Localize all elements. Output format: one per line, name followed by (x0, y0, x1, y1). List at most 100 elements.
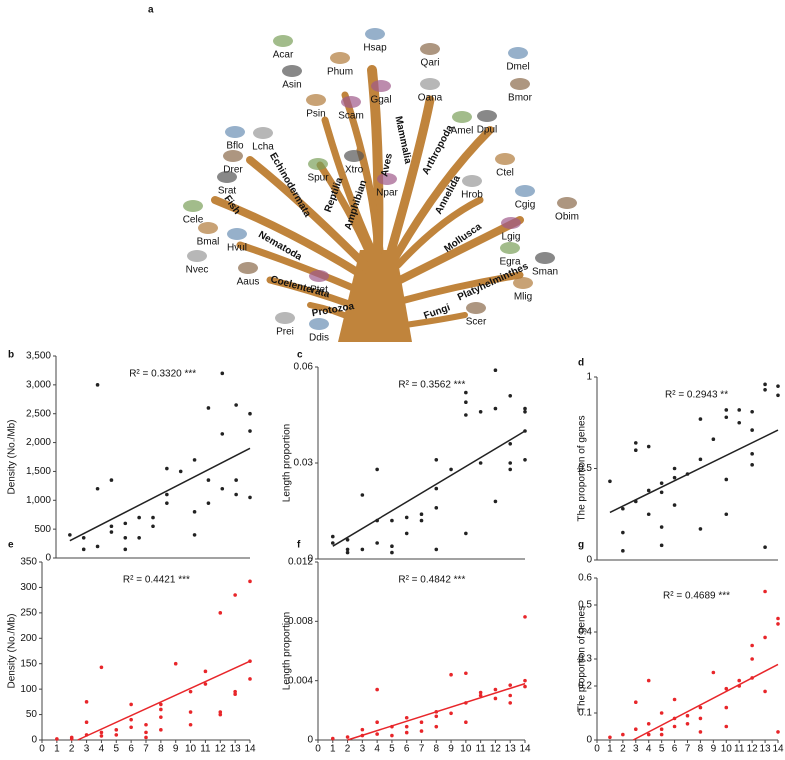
species-icon (535, 252, 555, 264)
point (165, 492, 169, 497)
y-tick-label: 500 (34, 524, 51, 535)
point (478, 690, 483, 695)
point (646, 488, 651, 493)
point (711, 670, 716, 675)
point (188, 689, 193, 694)
point (234, 478, 238, 482)
point (203, 669, 208, 674)
species-label: Sman (532, 267, 558, 278)
species-icon (309, 270, 329, 282)
species-label: Srat (218, 186, 237, 197)
point (646, 444, 651, 449)
point (345, 550, 350, 555)
species-icon (217, 171, 237, 183)
x-tick-label: 6 (672, 744, 678, 755)
point (129, 702, 133, 707)
x-tick-label: 3 (633, 744, 639, 755)
point (646, 512, 651, 517)
point (508, 683, 513, 687)
point (493, 406, 498, 411)
point (659, 727, 664, 731)
x-tick-label: 11 (475, 744, 486, 755)
y-tick-label: 3,500 (26, 351, 51, 362)
point (464, 531, 468, 536)
point (390, 733, 394, 738)
species-icon (501, 217, 521, 229)
point (375, 687, 379, 692)
x-tick-label: 4 (374, 744, 380, 755)
point (159, 715, 163, 719)
point (685, 722, 690, 726)
fit-line (69, 447, 251, 542)
species-label: Cele (183, 215, 204, 226)
point (508, 467, 513, 472)
point (159, 728, 163, 732)
x-tick-label: 0 (39, 744, 45, 755)
point (478, 410, 483, 414)
point (206, 501, 211, 505)
species-label: Oana (418, 93, 443, 104)
point (248, 677, 252, 681)
point (750, 657, 754, 661)
point (698, 457, 703, 462)
x-tick-label: 7 (143, 744, 149, 755)
x-tick-label: 12 (215, 744, 227, 755)
point (646, 722, 651, 726)
point (508, 701, 513, 705)
point (523, 678, 527, 683)
x-tick-label: 1 (330, 744, 336, 755)
point (698, 705, 703, 710)
species-icon (187, 250, 207, 262)
point (449, 672, 453, 677)
point (248, 495, 252, 500)
y-tick-label: 50 (26, 709, 38, 720)
species-label: Acar (273, 50, 294, 61)
fit-line (632, 663, 779, 741)
y-tick-label: 1 (586, 372, 592, 383)
point (123, 536, 128, 540)
point (464, 671, 468, 676)
species-icon (309, 318, 329, 330)
y-tick-label: 0.008 (288, 616, 313, 627)
species-label: Phum (327, 67, 353, 78)
panel-label: b (8, 350, 14, 361)
point (68, 533, 72, 537)
fit-line (609, 429, 779, 514)
species-icon (462, 175, 482, 187)
point (206, 478, 211, 482)
point (69, 737, 74, 741)
point (493, 499, 498, 504)
point (621, 506, 625, 511)
point (750, 409, 754, 414)
point (390, 518, 394, 523)
point (404, 730, 409, 735)
point (123, 547, 128, 552)
point (672, 724, 677, 729)
point (633, 727, 638, 731)
x-tick-label: 5 (389, 744, 395, 755)
species-label: Ggal (370, 95, 391, 106)
fit-line (347, 682, 526, 741)
point (763, 635, 767, 640)
species-label: Aaus (237, 277, 260, 288)
point (464, 413, 468, 417)
y-tick-label: 200 (20, 633, 37, 644)
point (763, 689, 767, 694)
point (464, 390, 468, 395)
species-icon (466, 302, 486, 314)
species-icon (198, 222, 218, 234)
x-tick-label: 8 (434, 744, 440, 755)
point (330, 736, 335, 741)
species-label: Npar (376, 188, 398, 199)
x-tick-label: 1 (607, 744, 613, 755)
y-axis-title: The proportion of genes (577, 606, 588, 712)
annotation: R² = 0.3320 *** (129, 369, 196, 380)
y-axis-title: Density (No./Mb) (7, 419, 18, 494)
x-tick-label: 4 (99, 744, 105, 755)
point (508, 461, 513, 465)
point (404, 715, 409, 720)
y-tick-label: 2,000 (26, 437, 51, 448)
y-tick-label: 0 (586, 735, 592, 746)
point (375, 541, 379, 545)
point (621, 530, 625, 535)
